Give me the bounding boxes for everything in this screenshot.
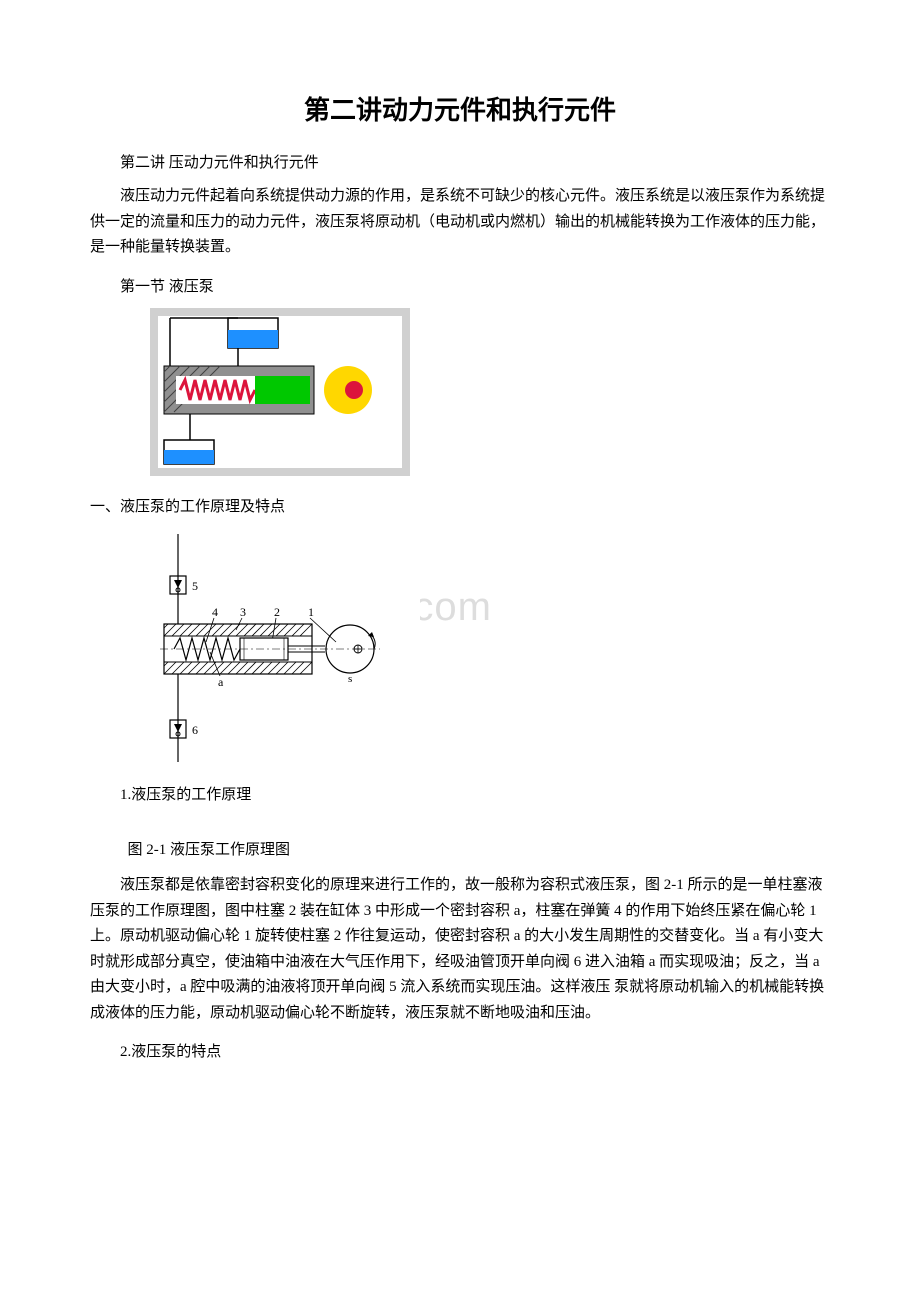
svg-text:5: 5 bbox=[192, 579, 198, 593]
figure-2-container: 5 4 3 2 1 bbox=[150, 534, 830, 769]
figure-2-caption: 图 2-1 液压泵工作原理图 bbox=[90, 838, 830, 859]
item2-title: 2.液压泵的特点 bbox=[90, 1040, 830, 1066]
document-title: 第二讲动力元件和执行元件 bbox=[90, 90, 830, 127]
subtitle: 第二讲 压动力元件和执行元件 bbox=[90, 151, 830, 172]
section1-title: 第一节 液压泵 bbox=[90, 275, 830, 296]
document-content: 第二讲动力元件和执行元件 第二讲 压动力元件和执行元件 液压动力元件起着向系统提… bbox=[90, 90, 830, 1066]
item1-title: 1.液压泵的工作原理 bbox=[90, 783, 830, 809]
svg-text:s: s bbox=[348, 673, 352, 685]
svg-text:a: a bbox=[218, 675, 224, 689]
intro-paragraph: 液压动力元件起着向系统提供动力源的作用，是系统不可缺少的核心元件。液压系统是以液… bbox=[90, 184, 830, 261]
svg-text:1: 1 bbox=[308, 605, 314, 619]
svg-text:3: 3 bbox=[240, 605, 246, 619]
svg-text:4: 4 bbox=[212, 605, 218, 619]
hydraulic-pump-schematic-diagram: 5 4 3 2 1 bbox=[150, 534, 420, 764]
figure-1-container bbox=[150, 308, 830, 481]
main-paragraph: 液压泵都是依靠密封容积变化的原理来进行工作的，故一般称为容积式液压泵，图 2-1… bbox=[90, 873, 830, 1026]
hydraulic-pump-animation-diagram bbox=[150, 308, 410, 476]
svg-text:6: 6 bbox=[192, 723, 198, 737]
subsection1-title: 一、液压泵的工作原理及特点 bbox=[90, 495, 830, 516]
svg-text:2: 2 bbox=[274, 605, 280, 619]
